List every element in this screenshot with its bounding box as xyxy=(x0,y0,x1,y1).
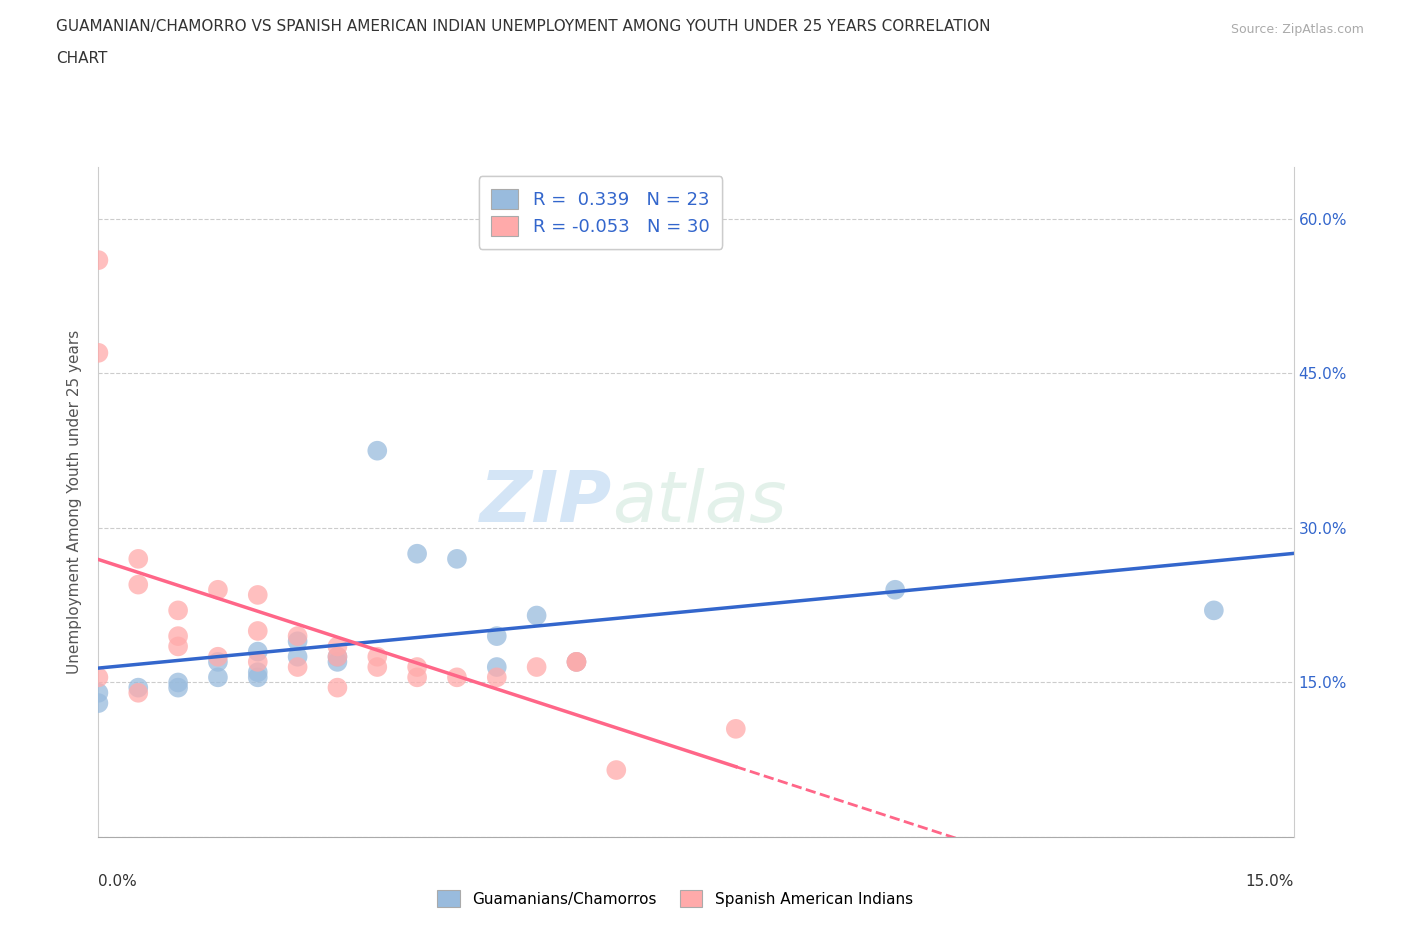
Point xyxy=(167,680,190,695)
Point xyxy=(565,655,588,670)
Y-axis label: Unemployment Among Youth under 25 years: Unemployment Among Youth under 25 years xyxy=(67,330,83,674)
Legend: Guamanians/Chamorros, Spanish American Indians: Guamanians/Chamorros, Spanish American I… xyxy=(430,884,920,913)
Point xyxy=(246,644,269,659)
Point xyxy=(366,659,388,674)
Point xyxy=(127,685,149,700)
Text: GUAMANIAN/CHAMORRO VS SPANISH AMERICAN INDIAN UNEMPLOYMENT AMONG YOUTH UNDER 25 : GUAMANIAN/CHAMORRO VS SPANISH AMERICAN I… xyxy=(56,19,991,33)
Point xyxy=(326,649,349,664)
Point xyxy=(246,623,269,638)
Point xyxy=(167,639,190,654)
Point xyxy=(246,665,269,680)
Point xyxy=(526,659,548,674)
Point xyxy=(724,722,747,737)
Point xyxy=(485,629,508,644)
Point xyxy=(87,685,110,700)
Point xyxy=(884,582,907,597)
Point xyxy=(246,670,269,684)
Point xyxy=(127,578,149,592)
Point xyxy=(246,588,269,603)
Point xyxy=(87,670,110,684)
Legend: R =  0.339   N = 23, R = -0.053   N = 30: R = 0.339 N = 23, R = -0.053 N = 30 xyxy=(478,177,723,248)
Point xyxy=(565,655,588,670)
Point xyxy=(565,655,588,670)
Point xyxy=(167,603,190,618)
Point xyxy=(207,655,229,670)
Point xyxy=(406,670,429,684)
Point xyxy=(287,659,309,674)
Point xyxy=(87,345,110,360)
Point xyxy=(167,675,190,690)
Point xyxy=(605,763,627,777)
Point xyxy=(207,649,229,664)
Point xyxy=(326,649,349,664)
Point xyxy=(485,670,508,684)
Point xyxy=(207,670,229,684)
Point xyxy=(366,649,388,664)
Point xyxy=(326,639,349,654)
Point xyxy=(406,546,429,561)
Point xyxy=(1202,603,1225,618)
Point xyxy=(326,655,349,670)
Point xyxy=(127,551,149,566)
Point xyxy=(287,629,309,644)
Text: ZIP: ZIP xyxy=(479,468,613,537)
Text: Source: ZipAtlas.com: Source: ZipAtlas.com xyxy=(1230,23,1364,36)
Point xyxy=(485,659,508,674)
Point xyxy=(87,696,110,711)
Point xyxy=(127,680,149,695)
Point xyxy=(446,670,468,684)
Point xyxy=(366,444,388,458)
Point xyxy=(287,634,309,649)
Point xyxy=(167,629,190,644)
Point xyxy=(287,649,309,664)
Point xyxy=(406,659,429,674)
Point xyxy=(246,655,269,670)
Point xyxy=(87,253,110,268)
Point xyxy=(526,608,548,623)
Point xyxy=(207,582,229,597)
Point xyxy=(446,551,468,566)
Text: 0.0%: 0.0% xyxy=(98,874,138,889)
Text: atlas: atlas xyxy=(613,468,787,537)
Point xyxy=(326,680,349,695)
Text: 15.0%: 15.0% xyxy=(1246,874,1294,889)
Text: CHART: CHART xyxy=(56,51,108,66)
